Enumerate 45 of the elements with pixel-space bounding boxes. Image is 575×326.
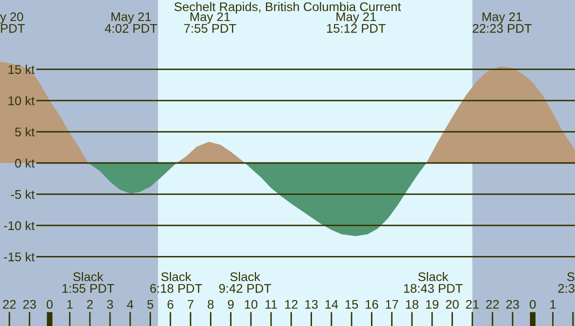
x-tick-label: 23 — [23, 300, 36, 309]
x-tick-label: 10 — [244, 300, 258, 309]
x-tick-label: 9 — [228, 300, 234, 309]
x-tick-label: 11 — [266, 300, 277, 309]
annotation: May 21 7:55 PDT — [184, 12, 236, 33]
x-tick-label: 8 — [208, 300, 214, 309]
annotation: May 21 4:02 PDT — [104, 12, 158, 33]
x-tick-label: 4 — [126, 300, 134, 309]
annotation: Slack 9:42 PDT — [219, 272, 272, 293]
x-tick-label: 3 — [107, 300, 113, 309]
x-tick-label: 22 — [3, 300, 16, 309]
annotation: May 21 22:23 PDT — [472, 12, 532, 33]
x-tick-label: 22 — [486, 300, 499, 309]
x-tick-label: 7 — [188, 300, 194, 309]
x-tick-label: 0 — [46, 300, 53, 309]
x-tick-label: 23 — [506, 300, 520, 309]
x-tick-label: 20 — [446, 300, 459, 309]
annotation: y 20 PDT — [0, 12, 25, 33]
x-tick-label: 21 — [466, 300, 479, 309]
y-tick-label: -15 kt — [4, 252, 35, 262]
x-tick-label: 5 — [147, 300, 154, 309]
y-tick-label: -5 kt — [10, 190, 35, 199]
annotation: May 21 15:12 PDT — [327, 12, 386, 33]
x-tick-label: 14 — [325, 300, 338, 309]
y-tick-label: -10 kt — [4, 220, 35, 230]
annotation: Slack 18:43 PDT — [404, 272, 463, 293]
x-tick-label: 19 — [426, 300, 438, 309]
annotation: Slack 6:18 PDT — [150, 272, 202, 293]
x-tick-label: 0 — [530, 300, 536, 309]
x-tick-label: 6 — [168, 300, 174, 309]
y-tick-label: 0 kt — [15, 158, 35, 168]
x-tick-label: 16 — [366, 300, 378, 309]
x-tick-label: 1 — [67, 300, 73, 309]
annotation: S 2:3 — [558, 272, 574, 293]
x-tick-label: 12 — [285, 300, 298, 309]
x-tick-label: 13 — [305, 300, 318, 309]
x-tick-label: 1 — [550, 300, 556, 309]
x-tick-label: 17 — [386, 300, 398, 309]
annotation: Slack 1:55 PDT — [62, 272, 114, 293]
x-tick-label: 2 — [87, 300, 93, 309]
y-tick-label: 10 kt — [8, 96, 35, 106]
x-tick-label: 15 — [346, 300, 358, 309]
x-tick-label: 18 — [406, 300, 418, 309]
y-tick-label: 15 kt — [8, 64, 35, 74]
y-tick-label: 5 kt — [15, 127, 35, 136]
